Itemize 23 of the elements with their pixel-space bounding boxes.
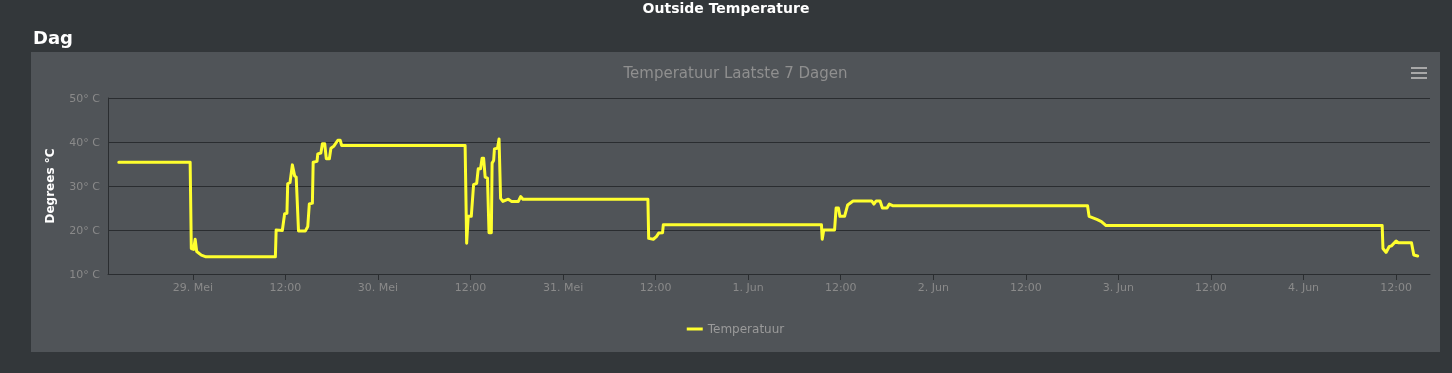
- x-tick-label: 30. Mei: [357, 281, 399, 294]
- x-tick-label: 12:00: [639, 281, 672, 294]
- x-tick-label: 3. Jun: [1102, 281, 1135, 294]
- x-tick-label: 29. Mei: [172, 281, 213, 294]
- y-tick-label: 30° C: [69, 179, 101, 193]
- x-tick-label: 12:00: [1380, 281, 1412, 294]
- x-tick-label: 12:00: [824, 281, 857, 294]
- x-tick-label: 12:00: [454, 281, 487, 294]
- legend-label: Temperatuur: [706, 322, 785, 336]
- x-tick-label: 12:00: [1009, 281, 1042, 294]
- y-tick-label: 20° C: [69, 223, 101, 237]
- y-axis-title: Degrees °C: [43, 148, 57, 224]
- chart-title: Temperatuur Laatste 7 Dagen: [622, 63, 848, 82]
- y-tick-label: 40° C: [69, 135, 101, 149]
- x-tick-label: 4. Jun: [1287, 281, 1320, 294]
- x-tick-label: 31. Mei: [542, 281, 584, 294]
- text: Dag: [33, 27, 73, 48]
- y-tick-label: 50° C: [69, 91, 101, 105]
- x-tick-label: 2. Jun: [917, 281, 949, 294]
- x-tick-label: 12:00: [1195, 281, 1227, 294]
- x-tick-label: 12:00: [269, 281, 302, 294]
- text: Outside Temperature: [641, 0, 811, 17]
- y-tick-label: 10° C: [69, 267, 101, 281]
